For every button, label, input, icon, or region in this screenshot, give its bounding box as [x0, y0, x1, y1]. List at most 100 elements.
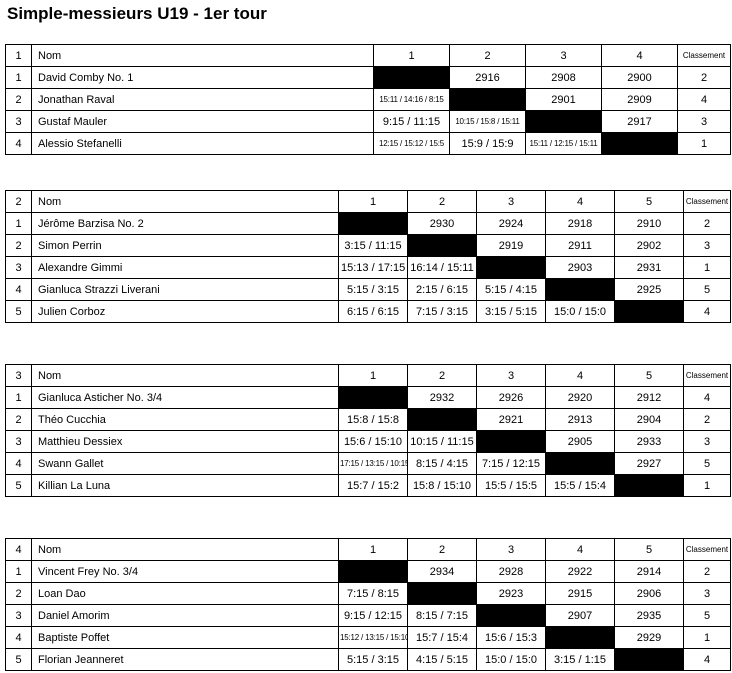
player-row: 1 David Comby No. 1 2916 2908 2900 2: [5, 66, 731, 89]
nom-header-cell: Nom: [31, 538, 339, 561]
match-number-cell: 2900: [601, 66, 678, 89]
opponent-header-cell: 1: [338, 364, 408, 387]
classement-cell: 5: [683, 604, 731, 627]
position-cell: 3: [5, 256, 32, 279]
opponent-header-cell: 1: [373, 44, 450, 67]
player-row: 5 Florian Jeanneret 5:15 / 3:15 4:15 / 5:15…: [5, 648, 731, 671]
score-cell: 15:7 / 15:4: [407, 626, 477, 649]
classement-cell: 5: [683, 278, 731, 301]
player-name-cell: Killian La Luna: [31, 474, 339, 497]
classement-header-cell: Classement: [683, 538, 731, 561]
position-cell: 5: [5, 474, 32, 497]
classement-cell: 1: [683, 626, 731, 649]
player-name-cell: Loan Dao: [31, 582, 339, 605]
match-number-cell: 2918: [545, 212, 615, 235]
score-cell: 4:15 / 5:15: [407, 648, 477, 671]
match-number-cell: 2901: [525, 88, 602, 111]
nom-header-cell: Nom: [31, 364, 339, 387]
score-cell: 3:15 / 11:15: [338, 234, 408, 257]
position-cell: 1: [5, 560, 32, 583]
classement-cell: 5: [683, 452, 731, 475]
opponent-header-cell: 3: [525, 44, 602, 67]
position-cell: 4: [5, 626, 32, 649]
player-row: 1 Gianluca Asticher No. 3/4 2932 2926 2920 29…: [5, 386, 731, 409]
player-row: 5 Killian La Luna 15:7 / 15:2 15:8 / 15:10 1…: [5, 474, 731, 497]
classement-cell: 3: [677, 110, 731, 133]
score-cell: 15:11 / 14:16 / 8:15: [373, 88, 450, 111]
score-cell: 6:15 / 6:15: [338, 300, 408, 323]
score-cell: 16:14 / 15:11: [407, 256, 477, 279]
position-cell: 4: [5, 278, 32, 301]
diagonal-black-cell: [338, 560, 408, 583]
position-cell: 2: [5, 408, 32, 431]
match-number-cell: 2922: [545, 560, 615, 583]
player-row: 2 Simon Perrin 3:15 / 11:15 2919 2911 2902 3: [5, 234, 731, 257]
player-row: 3 Daniel Amorim 9:15 / 12:15 8:15 / 7:15 290…: [5, 604, 731, 627]
score-cell: 10:15 / 11:15: [407, 430, 477, 453]
opponent-header-cell: 4: [545, 190, 615, 213]
diagonal-black-cell: [407, 408, 477, 431]
classement-cell: 2: [683, 408, 731, 431]
classement-cell: 1: [683, 256, 731, 279]
diagonal-black-cell: [476, 256, 546, 279]
match-number-cell: 2910: [614, 212, 684, 235]
pool-table-1: 1 Nom 1 2 3 4 Classement 1 David Comby No. 1 2916…: [5, 44, 731, 155]
score-cell: 15:11 / 12:15 / 15:11: [525, 132, 602, 155]
player-row: 5 Julien Corboz 6:15 / 6:15 7:15 / 3:15 3:15…: [5, 300, 731, 323]
match-number-cell: 2912: [614, 386, 684, 409]
player-name-cell: Jérôme Barzisa No. 2: [31, 212, 339, 235]
diagonal-black-cell: [614, 474, 684, 497]
player-row: 4 Baptiste Poffet 15:12 / 13:15 / 15:10 15:…: [5, 626, 731, 649]
opponent-header-cell: 5: [614, 190, 684, 213]
player-row: 4 Alessio Stefanelli 12:15 / 15:12 / 15:5 1…: [5, 132, 731, 155]
match-number-cell: 2915: [545, 582, 615, 605]
classement-cell: 3: [683, 234, 731, 257]
diagonal-black-cell: [476, 604, 546, 627]
opponent-header-cell: 2: [407, 190, 477, 213]
match-number-cell: 2929: [614, 626, 684, 649]
diagonal-black-cell: [338, 212, 408, 235]
position-cell: 4: [5, 452, 32, 475]
match-number-cell: 2903: [545, 256, 615, 279]
pool-table-2: 2 Nom 1 2 3 4 5 Classement 1 Jérôme Barzisa No. 2…: [5, 190, 731, 323]
player-name-cell: Swann Gallet: [31, 452, 339, 475]
classement-cell: 2: [683, 560, 731, 583]
pool-number-cell: 2: [5, 190, 32, 213]
match-number-cell: 2923: [476, 582, 546, 605]
score-cell: 15:6 / 15:10: [338, 430, 408, 453]
player-row: 4 Swann Gallet 17:15 / 13:15 / 10:15 8:15 /…: [5, 452, 731, 475]
player-name-cell: Matthieu Dessiex: [31, 430, 339, 453]
match-number-cell: 2906: [614, 582, 684, 605]
player-name-cell: Alexandre Gimmi: [31, 256, 339, 279]
opponent-header-cell: 4: [545, 364, 615, 387]
player-name-cell: Julien Corboz: [31, 300, 339, 323]
diagonal-black-cell: [476, 430, 546, 453]
player-row: 2 Théo Cucchia 15:8 / 15:8 2921 2913 2904 2: [5, 408, 731, 431]
classement-cell: 3: [683, 430, 731, 453]
classement-cell: 4: [683, 300, 731, 323]
position-cell: 1: [5, 66, 32, 89]
position-cell: 2: [5, 88, 32, 111]
diagonal-black-cell: [614, 648, 684, 671]
opponent-header-cell: 4: [601, 44, 678, 67]
score-cell: 8:15 / 7:15: [407, 604, 477, 627]
match-number-cell: 2916: [449, 66, 526, 89]
pool-number-cell: 3: [5, 364, 32, 387]
classement-cell: 1: [677, 132, 731, 155]
diagonal-black-cell: [545, 278, 615, 301]
player-row: 3 Alexandre Gimmi 15:13 / 17:15 16:14 / 15:…: [5, 256, 731, 279]
position-cell: 2: [5, 234, 32, 257]
score-cell: 10:15 / 15:8 / 15:11: [449, 110, 526, 133]
match-number-cell: 2927: [614, 452, 684, 475]
score-cell: 5:15 / 3:15: [338, 648, 408, 671]
score-cell: 3:15 / 1:15: [545, 648, 615, 671]
score-cell: 7:15 / 3:15: [407, 300, 477, 323]
player-name-cell: Alessio Stefanelli: [31, 132, 374, 155]
player-name-cell: Gianluca Strazzi Liverani: [31, 278, 339, 301]
score-cell: 15:7 / 15:2: [338, 474, 408, 497]
player-name-cell: Florian Jeanneret: [31, 648, 339, 671]
opponent-header-cell: 3: [476, 538, 546, 561]
opponent-header-cell: 4: [545, 538, 615, 561]
pool-number-cell: 1: [5, 44, 32, 67]
